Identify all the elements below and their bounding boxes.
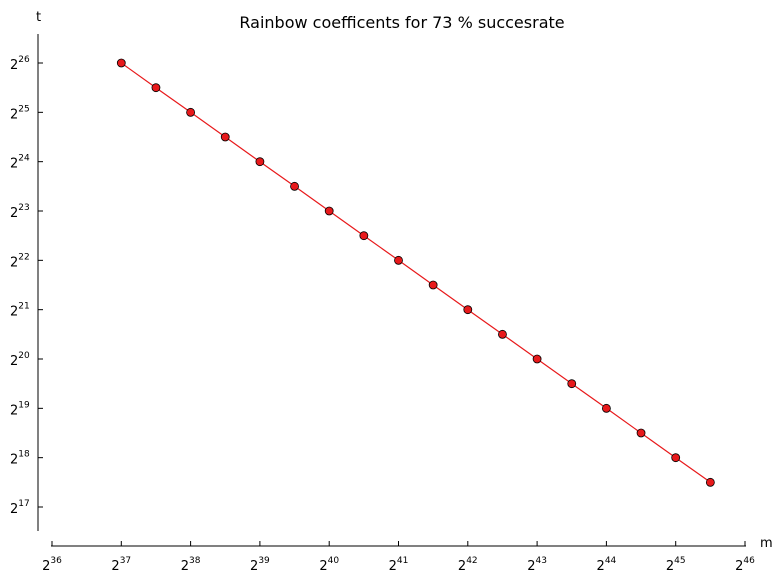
data-point	[602, 403, 611, 413]
data-point	[255, 157, 265, 167]
data-point	[705, 477, 715, 487]
series-points	[116, 58, 715, 487]
x-tick-label: 237	[111, 556, 131, 574]
data-point	[428, 280, 438, 290]
y-tick-label: 222	[10, 252, 30, 270]
data-point	[186, 107, 196, 117]
y-tick-label: 219	[10, 400, 30, 418]
data-point	[671, 453, 681, 463]
y-tick-label: 226	[10, 55, 30, 73]
y-tick-label: 218	[10, 450, 30, 468]
x-ticks: 236 237 238 239 240 241 242 243 244 245 246	[42, 541, 755, 574]
data-point	[463, 305, 473, 315]
y-tick-label: 223	[10, 203, 30, 221]
x-tick-label: 240	[319, 556, 339, 574]
data-point	[498, 329, 507, 339]
x-tick-label: 244	[597, 556, 617, 574]
data-point	[220, 132, 230, 142]
data-point	[116, 58, 126, 68]
data-point	[290, 181, 299, 191]
y-tick-label: 217	[10, 499, 30, 517]
series-line	[120, 62, 711, 483]
x-axis-label: m	[760, 536, 773, 551]
chart-title: Rainbow coefficents for 73 % succesrate	[239, 13, 564, 32]
x-tick-label: 239	[250, 556, 270, 574]
data-point	[359, 231, 369, 241]
x-tick-label: 241	[389, 556, 409, 574]
x-tick-label: 245	[666, 556, 686, 574]
data-point	[151, 83, 161, 93]
y-axis-label: t	[36, 10, 41, 25]
x-tick-label: 238	[181, 556, 201, 574]
x-tick-label: 242	[458, 556, 478, 574]
data-point	[324, 206, 334, 216]
x-tick-label: 236	[42, 556, 62, 574]
y-tick-label: 220	[10, 351, 30, 369]
y-tick-label: 221	[10, 302, 30, 320]
data-point	[532, 354, 542, 364]
y-ticks: 217 218 219 220 221 222 223 224 225 226	[10, 55, 43, 517]
data-point	[394, 255, 403, 265]
data-point	[567, 379, 577, 389]
y-tick-label: 225	[10, 104, 30, 122]
x-tick-label: 246	[735, 556, 755, 574]
data-point	[636, 428, 646, 438]
x-tick-label: 243	[527, 556, 547, 574]
y-tick-label: 224	[10, 154, 30, 172]
